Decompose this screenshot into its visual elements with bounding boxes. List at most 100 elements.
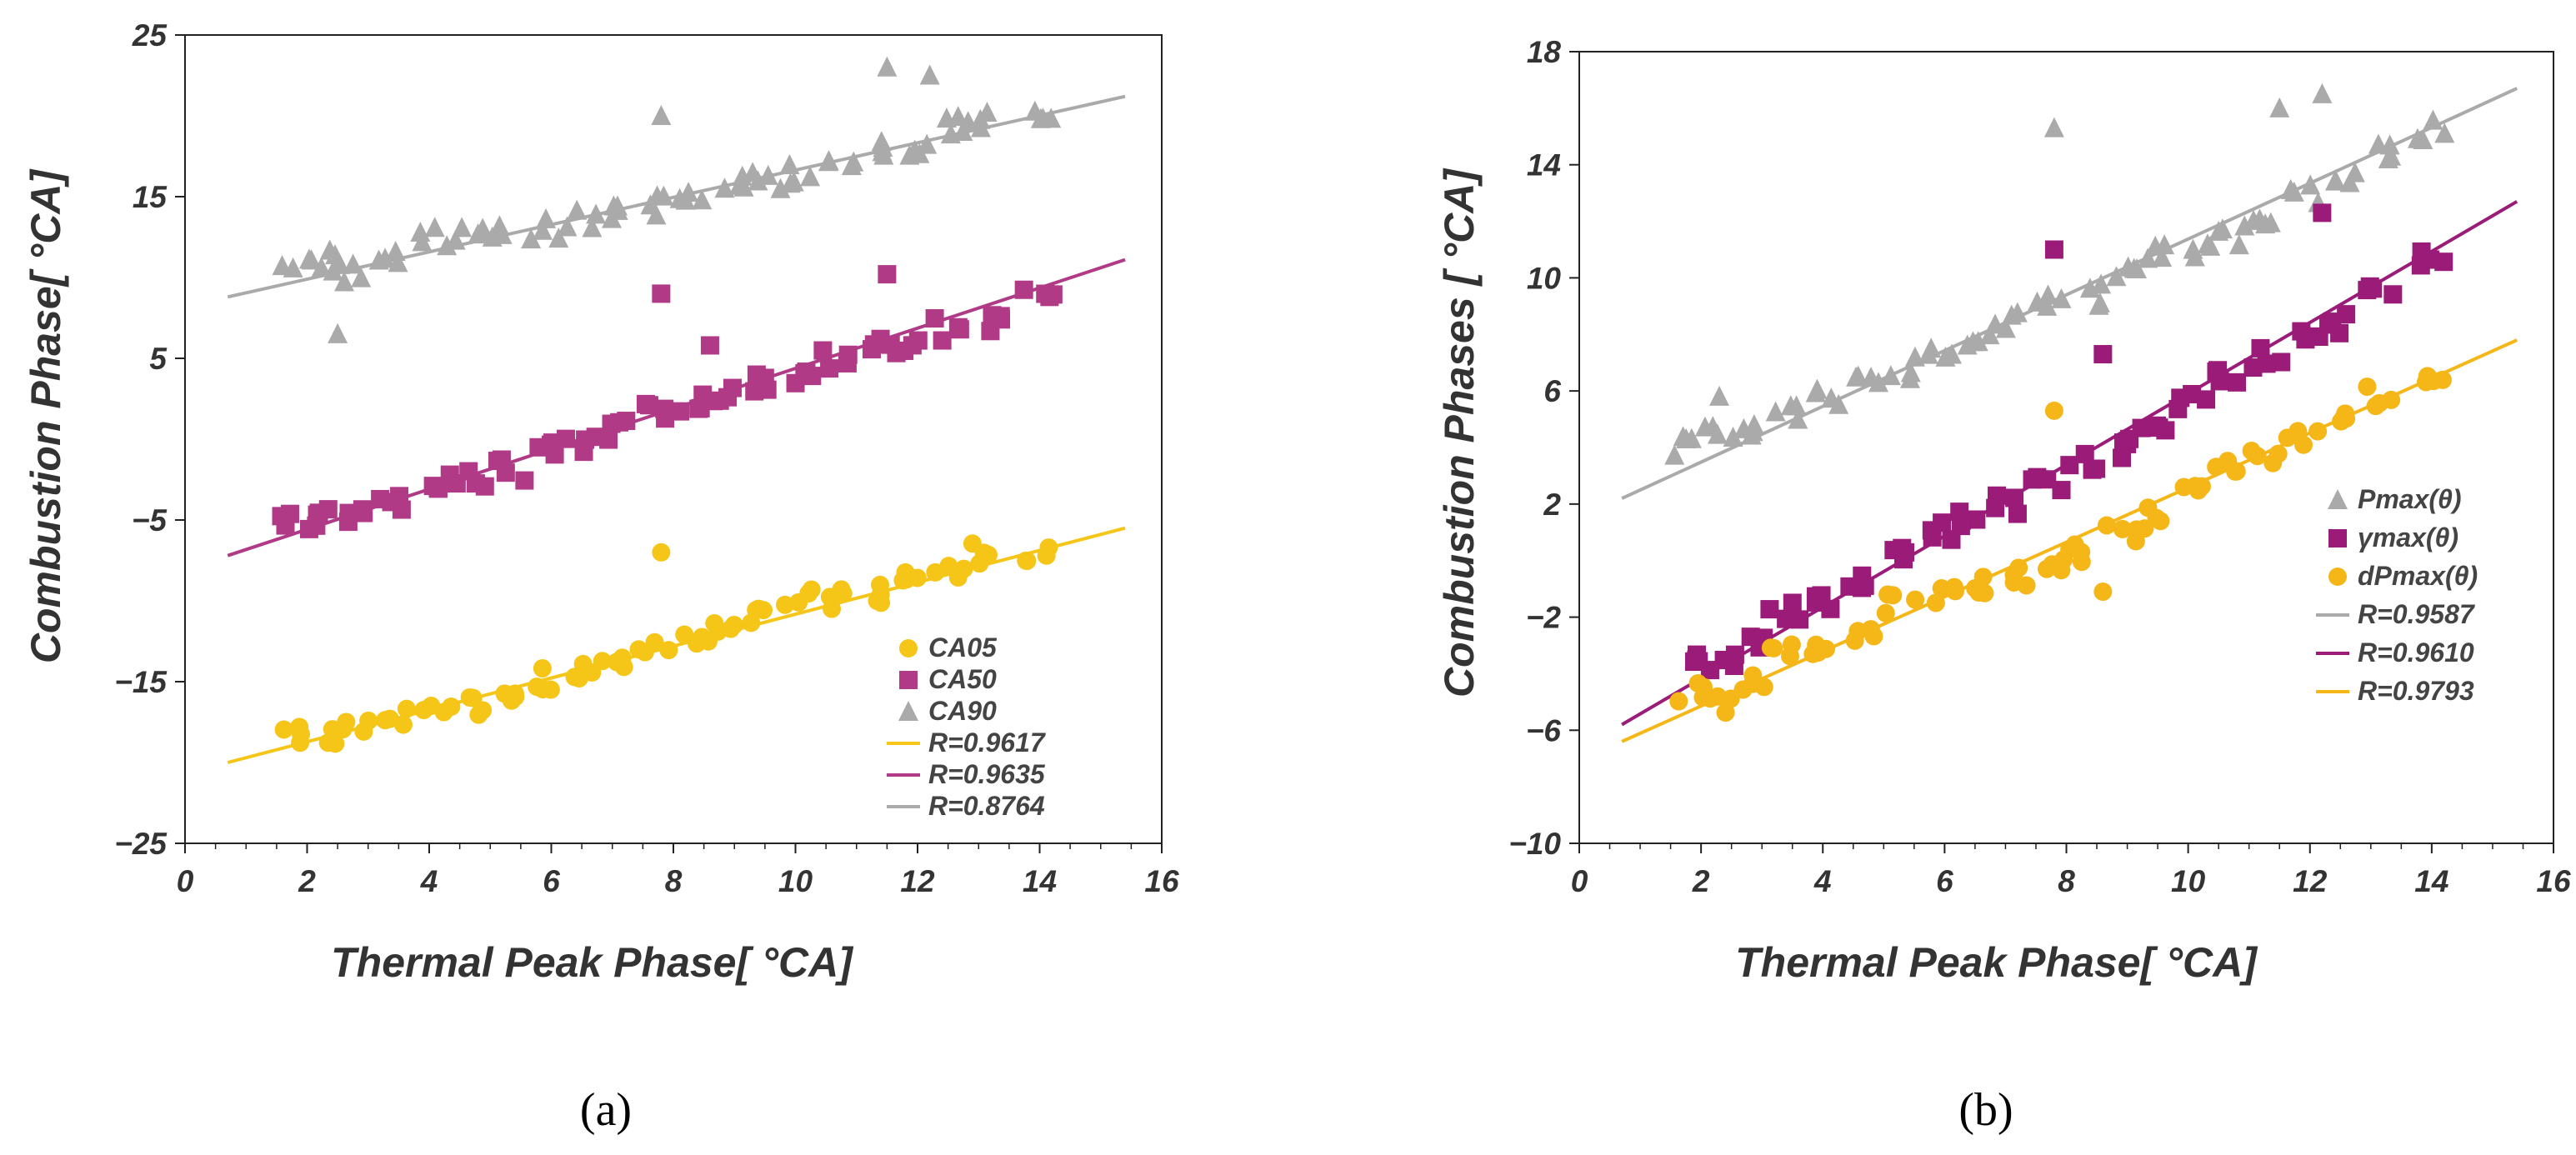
data-point xyxy=(283,257,303,278)
data-point xyxy=(533,659,552,678)
data-point xyxy=(1926,593,1945,612)
x-tick-label: 14 xyxy=(1023,864,1057,898)
data-point xyxy=(1935,346,1956,367)
legend-marker xyxy=(898,701,918,721)
legend-label: R=0.8764 xyxy=(928,791,1045,821)
data-point xyxy=(608,195,628,216)
data-point xyxy=(2323,312,2342,332)
data-point xyxy=(556,429,575,448)
data-point xyxy=(1725,645,1744,664)
data-point xyxy=(614,658,633,677)
data-point xyxy=(1951,517,1970,536)
data-point xyxy=(963,534,982,553)
data-point xyxy=(1876,603,1895,622)
data-point-outlier xyxy=(2312,82,2333,103)
data-point xyxy=(838,345,858,364)
data-point-outlier xyxy=(652,542,671,562)
data-point xyxy=(2138,498,2158,518)
data-point xyxy=(1880,365,1901,386)
data-point xyxy=(723,378,742,398)
data-point xyxy=(1861,366,1882,387)
data-point xyxy=(2106,266,2127,287)
data-point xyxy=(1716,703,1735,722)
legend-label: Pmax(θ) xyxy=(2358,484,2462,514)
data-point xyxy=(2381,145,2402,166)
data-point xyxy=(813,341,833,360)
data-point xyxy=(2272,352,2291,372)
data-point xyxy=(2038,284,2058,305)
data-point xyxy=(548,228,569,248)
data-point xyxy=(318,733,338,752)
data-point-outlier xyxy=(651,105,672,125)
data-point xyxy=(1764,638,1783,658)
x-tick-label: 2 xyxy=(298,864,316,898)
data-point xyxy=(1979,324,2000,345)
x-tick-label: 4 xyxy=(420,864,438,898)
data-point xyxy=(1688,674,1708,693)
data-point xyxy=(1783,593,1802,612)
data-point xyxy=(351,267,372,288)
legend-marker xyxy=(899,671,918,689)
data-point xyxy=(2407,128,2428,148)
data-point xyxy=(463,688,483,708)
data-point xyxy=(675,625,694,644)
data-point xyxy=(2089,292,2110,312)
data-point xyxy=(1703,416,1723,437)
data-point xyxy=(2126,532,2145,551)
data-point xyxy=(593,652,612,671)
data-point xyxy=(1933,513,1952,532)
y-tick-label: 10 xyxy=(1527,261,1562,295)
data-point xyxy=(678,182,699,202)
data-point xyxy=(2079,278,2100,298)
data-point xyxy=(2242,442,2261,461)
data-point xyxy=(2208,361,2228,380)
data-point xyxy=(475,477,494,496)
data-point xyxy=(1921,338,1942,358)
chart-a-x-axis-label: Thermal Peak Phase[ °CA] xyxy=(331,939,854,986)
data-point xyxy=(893,571,913,590)
data-point xyxy=(747,601,766,620)
data-point xyxy=(1754,678,1773,697)
data-point xyxy=(2200,235,2221,256)
data-point xyxy=(917,133,938,154)
data-point xyxy=(428,479,448,498)
data-point xyxy=(515,471,534,490)
data-point xyxy=(1043,285,1063,304)
data-point xyxy=(2416,372,2435,392)
data-point xyxy=(2234,215,2255,236)
data-point xyxy=(758,164,778,185)
legend-marker xyxy=(2328,489,2348,509)
data-point xyxy=(410,221,431,242)
x-tick-label: 8 xyxy=(665,864,683,898)
data-point xyxy=(329,253,350,274)
data-point xyxy=(2037,295,2058,316)
data-point xyxy=(629,640,648,659)
data-point xyxy=(795,363,814,382)
data-point xyxy=(2421,250,2440,269)
data-point xyxy=(573,654,593,673)
data-point xyxy=(2369,393,2388,412)
data-point xyxy=(887,343,906,362)
data-point-outlier xyxy=(652,284,671,303)
data-point xyxy=(397,699,416,718)
y-tick-label: 18 xyxy=(1527,35,1562,69)
data-point xyxy=(1848,622,1868,641)
data-point xyxy=(459,462,478,481)
data-point xyxy=(2300,174,2321,195)
legend-label: R=0.9610 xyxy=(2358,638,2474,668)
data-point xyxy=(2087,459,2106,478)
data-point xyxy=(2423,109,2443,130)
data-point xyxy=(1024,100,1045,121)
data-point xyxy=(492,450,511,469)
chart-a-ticks: 0 2 4 6 8 10 12 14 16 25 15 5 −5 −15 −25 xyxy=(114,18,1179,898)
legend-label: R=0.9635 xyxy=(928,759,1046,789)
data-point xyxy=(653,185,674,206)
data-point xyxy=(2132,418,2151,438)
data-point xyxy=(2005,488,2024,508)
data-point xyxy=(434,702,453,722)
data-point xyxy=(2023,470,2042,489)
data-point xyxy=(469,705,488,724)
data-point xyxy=(582,217,603,238)
data-point xyxy=(333,720,353,739)
